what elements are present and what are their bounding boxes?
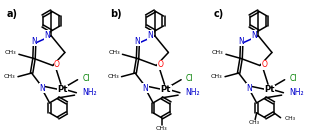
Text: N: N: [143, 84, 148, 93]
Text: NH₂: NH₂: [185, 88, 200, 97]
Text: Pt: Pt: [57, 85, 68, 94]
Text: NH₂: NH₂: [82, 88, 96, 97]
Text: CH₃: CH₃: [5, 50, 17, 55]
Text: b): b): [110, 9, 122, 19]
Text: CH₃: CH₃: [4, 74, 16, 79]
Text: CH₃: CH₃: [107, 74, 119, 79]
Text: NH₂: NH₂: [289, 88, 304, 97]
Text: Pt: Pt: [161, 85, 171, 94]
Text: O: O: [158, 60, 163, 69]
Text: N: N: [246, 84, 252, 93]
Text: N: N: [238, 37, 244, 46]
Text: CH₃: CH₃: [108, 50, 120, 55]
Text: a): a): [7, 9, 18, 19]
Text: Cl: Cl: [290, 74, 297, 83]
Text: N: N: [39, 84, 45, 93]
Text: N: N: [251, 31, 257, 40]
Text: N: N: [134, 37, 140, 46]
Text: CH₃: CH₃: [211, 74, 223, 79]
Text: N: N: [31, 37, 37, 46]
Text: CH₃: CH₃: [156, 126, 168, 131]
Text: CH₃: CH₃: [212, 50, 223, 55]
Text: O: O: [54, 60, 60, 69]
Text: CH₃: CH₃: [284, 116, 295, 121]
Text: Cl: Cl: [186, 74, 193, 83]
Text: Cl: Cl: [82, 74, 90, 83]
Text: O: O: [261, 60, 267, 69]
Text: Pt: Pt: [264, 85, 275, 94]
Text: CH₃: CH₃: [249, 120, 260, 125]
Text: N: N: [44, 31, 50, 40]
Text: N: N: [148, 31, 154, 40]
Text: c): c): [214, 9, 224, 19]
